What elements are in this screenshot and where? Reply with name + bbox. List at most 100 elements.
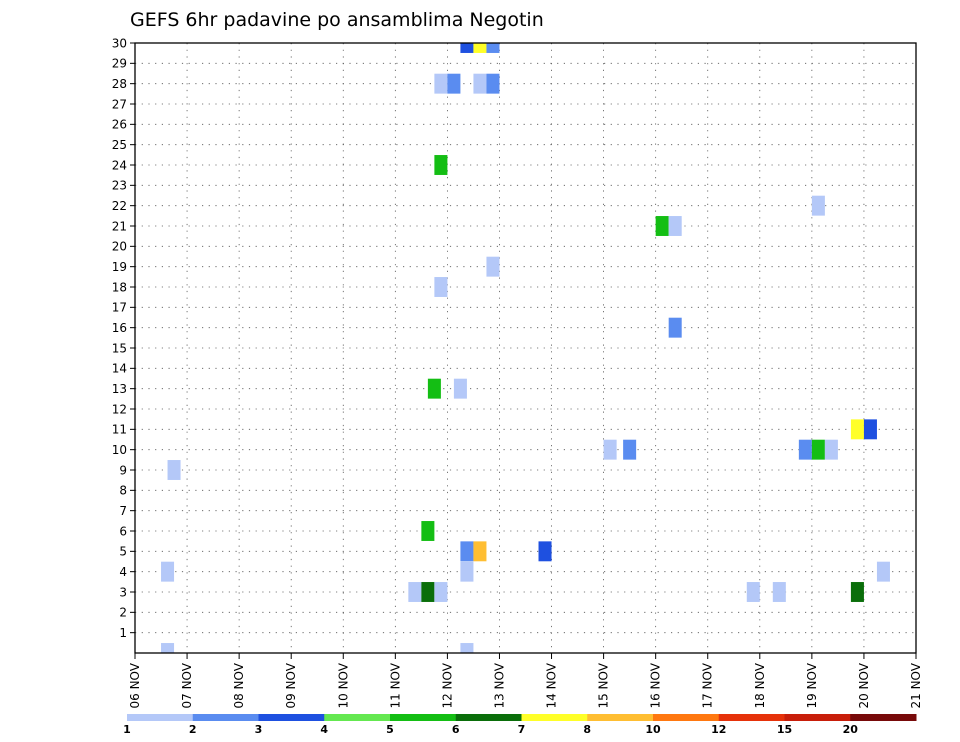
data-cell [460,643,474,653]
color-scale-label: 8 [583,723,591,736]
data-cell [746,582,760,602]
y-tick-label: 9 [119,463,127,477]
x-tick-label: 08 NOV [232,662,246,708]
data-cell [460,561,474,582]
data-cell [473,43,487,53]
y-tick-label: 8 [119,484,127,498]
y-tick-label: 18 [112,280,127,294]
color-scale-label: 15 [777,723,792,736]
color-scale-swatch [192,714,259,721]
x-tick-label: 19 NOV [805,662,819,708]
y-tick-label: 26 [112,118,127,132]
x-tick-label: 10 NOV [336,662,350,708]
y-tick-label: 11 [112,423,127,437]
color-scale-label: 20 [843,723,859,736]
y-tick-label: 14 [112,362,127,376]
color-scale-swatch [850,714,917,721]
data-cell [434,155,448,175]
x-axis: 06 NOV 07 NOV 08 NOV 09 NOV 10 NOV 11 NOV 12 N… [128,653,923,709]
x-tick-label: 06 NOV [128,662,142,708]
data-cell [772,582,786,602]
color-scale-swatch [127,714,194,721]
data-cell [876,561,890,582]
color-scale-label: 7 [518,723,526,736]
color-scale-swatch [653,714,720,721]
color-scale-swatch [324,714,391,721]
color-scale-label: 10 [645,723,661,736]
data-cell [486,73,500,94]
y-tick-label: 30 [112,36,127,50]
data-cell [434,582,448,602]
y-tick-label: 15 [112,341,127,355]
x-tick-label: 18 NOV [753,662,767,708]
y-tick-label: 23 [112,179,127,193]
x-tick-label: 09 NOV [284,662,298,708]
data-cell [434,277,448,297]
color-scale-swatch [587,714,654,721]
y-tick-label: 6 [119,524,127,538]
data-cell [486,43,500,53]
data-cell [427,378,441,399]
data-cell [538,541,552,562]
data-cell [850,582,864,602]
color-scale-legend: 1 2 3 4 5 6 7 8 10 12 15 20 [123,714,917,736]
data-cell [668,216,682,236]
color-scale-swatch [784,714,851,721]
data-cell [850,419,864,440]
y-tick-label: 3 [119,585,127,599]
data-cell [161,643,175,653]
color-scale-label: 5 [386,723,394,736]
data-cell [421,521,435,541]
y-tick-label: 21 [112,219,127,233]
y-tick-label: 24 [112,158,127,172]
y-tick-label: 2 [119,606,127,620]
chart-title: GEFS 6hr padavine po ansamblima Negotin [130,9,544,31]
x-tick-label: 12 NOV [440,662,454,708]
color-scale-swatch [521,714,588,721]
x-tick-label: 13 NOV [492,662,506,708]
data-cell [447,73,461,94]
data-cell [167,460,181,480]
color-scale-label: 3 [255,723,263,736]
y-tick-label: 22 [112,199,127,213]
data-cell [460,541,474,562]
y-axis: 1234567891011121314151617181920212223242… [112,36,135,640]
y-tick-label: 16 [112,321,127,335]
y-tick-label: 10 [112,443,127,457]
color-scale-label: 6 [452,723,460,736]
data-cell [668,317,682,338]
y-tick-label: 17 [112,301,127,315]
data-cell [655,216,669,236]
color-scale-swatch [718,714,785,721]
y-tick-label: 4 [119,565,127,579]
color-scale-swatch [455,714,522,721]
color-scale-label: 2 [189,723,197,736]
data-cell [473,73,487,94]
x-tick-label: 14 NOV [545,662,559,708]
y-tick-label: 13 [112,382,127,396]
data-cell [811,439,825,460]
data-cell [460,43,474,53]
y-tick-label: 1 [119,626,127,640]
data-cell [408,582,422,602]
y-tick-label: 5 [119,545,127,559]
x-tick-label: 11 NOV [388,662,402,708]
data-cell [863,419,877,440]
y-tick-label: 19 [112,260,127,274]
y-tick-label: 25 [112,138,127,152]
data-cell [421,582,435,602]
color-scale-label: 4 [320,723,328,736]
grid-lines [135,43,916,653]
data-cell [161,561,175,582]
data-cell [453,378,467,399]
data-cell [798,439,812,460]
x-tick-label: 16 NOV [649,662,663,708]
x-tick-label: 07 NOV [180,662,194,708]
data-cell [473,541,487,562]
x-tick-label: 21 NOV [909,662,923,708]
y-tick-label: 7 [119,504,127,518]
y-tick-label: 27 [112,97,127,111]
x-tick-label: 15 NOV [597,662,611,708]
data-cell [434,73,448,94]
